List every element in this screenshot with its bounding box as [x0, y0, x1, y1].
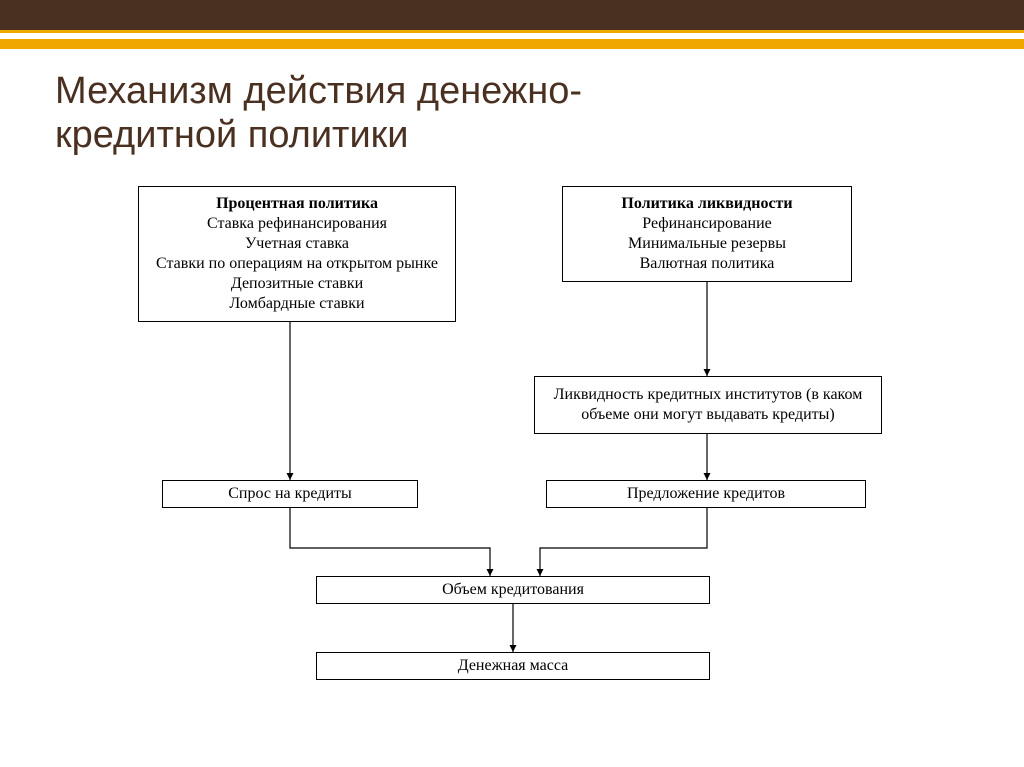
node-line: Ставки по операциям на открытом рынке — [145, 254, 449, 274]
node-line: Ломбардные ставки — [145, 294, 449, 314]
topbar — [0, 0, 1024, 30]
node-line: Депозитные ставки — [145, 274, 449, 294]
node-line: Минимальные резервы — [569, 234, 845, 254]
node-credit-supply: Предложение кредитов — [546, 480, 866, 508]
title-line2: кредитной политики — [55, 114, 409, 156]
node-money-supply: Денежная масса — [316, 652, 710, 680]
node-liquidity-institutions: Ликвидность кредитных институтов (в како… — [534, 376, 882, 434]
accent-stripe-thick — [0, 39, 1024, 49]
node-text: Денежная масса — [323, 656, 703, 676]
node-line: Валютная политика — [569, 254, 845, 274]
node-header: Процентная политика — [145, 194, 449, 214]
node-text: Ликвидность кредитных институтов (в како… — [541, 385, 875, 425]
slide: Механизм действия денежно- кредитной пол… — [0, 0, 1024, 767]
node-liquidity-policy: Политика ликвидности Рефинансирование Ми… — [562, 186, 852, 282]
node-line: Рефинансирование — [569, 214, 845, 234]
node-header: Политика ликвидности — [569, 194, 845, 214]
node-credit-volume: Объем кредитования — [316, 576, 710, 604]
node-text: Предложение кредитов — [553, 484, 859, 504]
node-credit-demand: Спрос на кредиты — [162, 480, 418, 508]
edge-credit_supply-to-credit_volume — [540, 508, 707, 576]
edge-credit_demand-to-credit_volume — [290, 508, 490, 576]
node-line: Ставка рефинансирования — [145, 214, 449, 234]
slide-title: Механизм действия денежно- кредитной пол… — [55, 70, 582, 157]
node-interest-policy: Процентная политика Ставка рефинансирова… — [138, 186, 456, 322]
title-line1: Механизм действия денежно- — [55, 70, 582, 112]
node-text: Спрос на кредиты — [169, 484, 411, 504]
node-text: Объем кредитования — [323, 580, 703, 600]
node-line: Учетная ставка — [145, 234, 449, 254]
